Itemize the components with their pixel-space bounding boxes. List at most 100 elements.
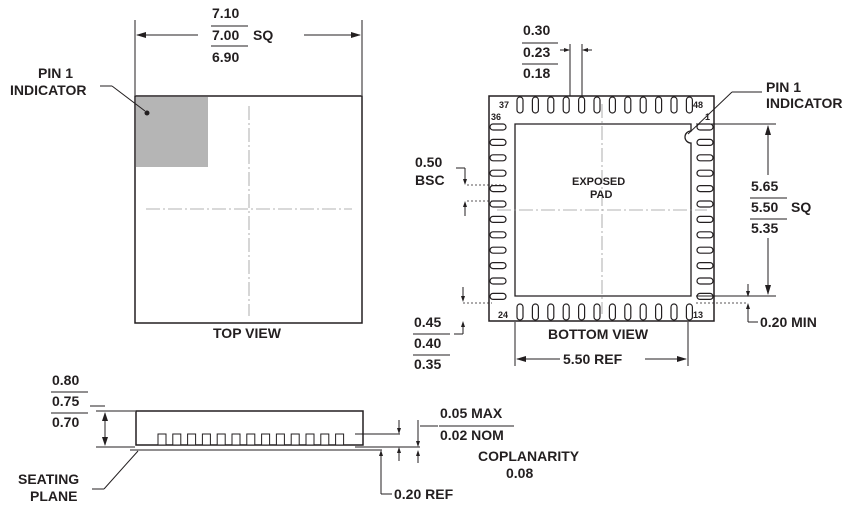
lead-right: [697, 232, 713, 238]
lead-right: [697, 155, 713, 161]
lead-left: [490, 170, 506, 176]
bottom-pin1-label-line1: PIN 1: [766, 79, 801, 95]
lead-bottom: [656, 304, 662, 320]
lead-left: [490, 278, 506, 284]
pitch-arrow-top: [463, 179, 467, 185]
seating-plane-label-line2: PLANE: [30, 488, 77, 504]
lead-width-lower: 0.18: [523, 65, 550, 81]
side-lead: [321, 434, 329, 445]
lead-top: [671, 97, 677, 113]
side-lead: [217, 434, 225, 445]
lead-width-upper: 0.30: [523, 22, 550, 38]
side-lead: [202, 434, 210, 445]
lead-left: [490, 201, 506, 207]
lead-top: [656, 97, 662, 113]
pad-dim-nominal: 5.50: [751, 199, 778, 215]
top-view-dim-suffix: SQ: [253, 27, 273, 43]
side-lead: [276, 434, 284, 445]
lead-left: [490, 232, 506, 238]
lead-width-nominal: 0.23: [523, 44, 550, 60]
lead-top: [532, 97, 538, 113]
height-arrow-top: [102, 412, 108, 421]
top-view-dim-nominal: 7.00: [212, 27, 239, 43]
lead-left: [490, 155, 506, 161]
top-view: 7.10 7.00 SQ 6.90 PIN 1 INDICATOR TOP VI…: [10, 5, 362, 341]
side-lead: [247, 434, 255, 445]
lead-width-arrow-left: [564, 48, 570, 52]
side-lead: [306, 434, 314, 445]
pin-number-24: 24: [498, 310, 508, 320]
lead-len-lower: 0.35: [414, 356, 441, 372]
lead-bottom: [609, 304, 615, 320]
side-lead: [158, 434, 166, 445]
pitch-suffix: BSC: [415, 172, 445, 188]
top-view-arrow-right: [351, 32, 361, 38]
lead-top: [594, 97, 600, 113]
lead-bottom: [532, 304, 538, 320]
lead-left: [490, 216, 506, 222]
pad-dim-upper: 5.65: [751, 178, 778, 194]
min-dim-arrow-bottom: [746, 303, 750, 309]
bottom-view-caption: BOTTOM VIEW: [548, 326, 649, 342]
ref-dim-arrow: [379, 450, 383, 456]
lead-left: [490, 186, 506, 192]
top-pin1-label-line1: PIN 1: [38, 65, 73, 81]
span-arrow-left: [516, 356, 526, 362]
lead-bottom: [686, 304, 692, 320]
pin-number-36: 36: [491, 112, 501, 122]
side-lead: [336, 434, 344, 445]
lead-len-nominal: 0.40: [414, 335, 441, 351]
exposed-pad-label-line2: PAD: [590, 189, 612, 201]
lead-top: [686, 97, 692, 113]
lead-top: [640, 97, 646, 113]
top-view-dim-upper: 7.10: [212, 5, 239, 21]
lead-right: [697, 247, 713, 253]
pad-dim-arrow-bottom: [765, 285, 771, 295]
lead-right: [697, 263, 713, 269]
seating-plane-leader: [104, 451, 138, 489]
lead-top: [609, 97, 615, 113]
lead-right: [697, 170, 713, 176]
side-lead: [262, 434, 270, 445]
lead-left: [490, 124, 506, 130]
lead-top: [579, 97, 585, 113]
lead-bottom: [671, 304, 677, 320]
lead-right: [697, 124, 713, 130]
lead-bottom: [517, 304, 523, 320]
lead-right: [697, 201, 713, 207]
coplanarity-value: 0.08: [506, 465, 533, 481]
side-lead: [291, 434, 299, 445]
side-lead: [173, 434, 181, 445]
lead-left: [490, 247, 506, 253]
lead-bottom: [563, 304, 569, 320]
side-lead: [188, 434, 196, 445]
pitch-arrow-bottom: [463, 201, 467, 207]
height-upper: 0.80: [52, 372, 79, 388]
lead-bottom: [548, 304, 554, 320]
pad-dim-arrow-top: [765, 125, 771, 135]
lead-top: [517, 97, 523, 113]
lead-top: [625, 97, 631, 113]
pad-dim-suffix: SQ: [791, 199, 811, 215]
lead-right: [697, 278, 713, 284]
ref-dim-label: 0.20 REF: [394, 486, 454, 502]
top-view-caption: TOP VIEW: [213, 325, 282, 341]
side-view: 0.80 0.75 0.70 0.05 MAX 0.02 NOM COPLANA…: [18, 372, 580, 504]
pin1-shaded-area: [136, 97, 208, 167]
lead-left: [490, 293, 506, 299]
pad-dim-lower: 5.35: [751, 220, 778, 236]
lead-len-arrow-bottom: [461, 321, 465, 327]
span-arrow-right: [677, 356, 687, 362]
side-lead: [232, 434, 240, 445]
pin1-dot: [145, 111, 150, 116]
pitch-value: 0.50: [415, 154, 442, 170]
lead-len-upper: 0.45: [414, 314, 441, 330]
lead-len-arrow-top: [461, 296, 465, 302]
pin-number-37: 37: [499, 100, 509, 110]
standoff-arrow-top: [397, 428, 401, 434]
min-dim-label: 0.20 MIN: [760, 314, 817, 330]
seating-plane-label-line1: SEATING: [18, 471, 79, 487]
exposed-pad-label-line1: EXPOSED: [572, 176, 625, 188]
lead-bottom: [579, 304, 585, 320]
bottom-pin1-label-line2: INDICATOR: [766, 95, 842, 111]
